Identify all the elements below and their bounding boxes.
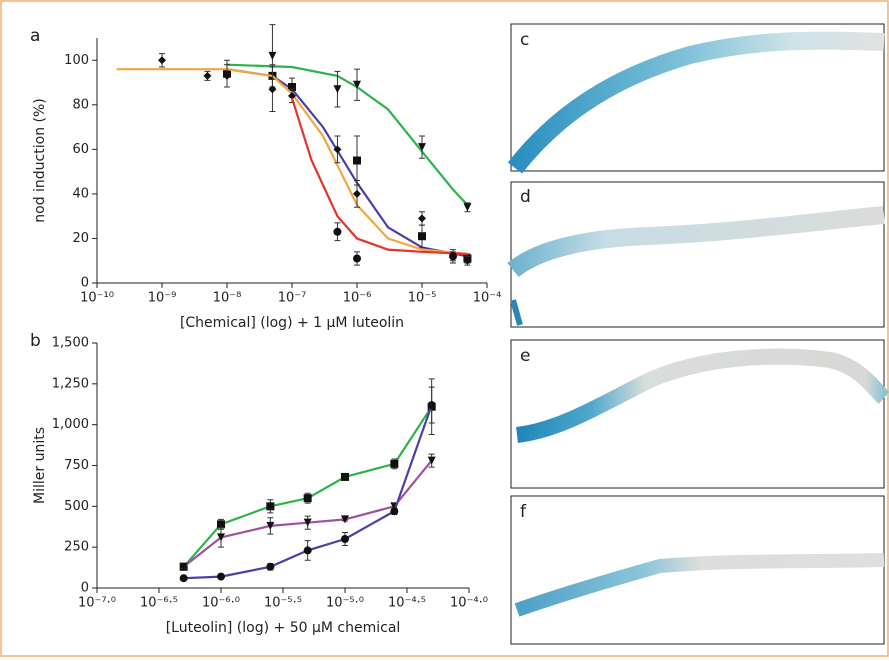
- y-tick-label: 1,500: [52, 336, 89, 351]
- data-point: [418, 232, 426, 241]
- data-point: [390, 507, 399, 516]
- x-axis-label: [Chemical] (log) + 1 μM luteolin: [180, 315, 404, 331]
- data-point: [303, 518, 312, 527]
- panel-label: f: [520, 502, 527, 522]
- data-point: [427, 401, 436, 410]
- panel-label: e: [520, 346, 530, 366]
- data-point: [303, 494, 312, 503]
- data-point: [449, 252, 458, 261]
- image-panels: [507, 23, 889, 645]
- data-point: [427, 456, 436, 465]
- data-point: [353, 80, 361, 89]
- root: [507, 31, 885, 174]
- panel-label: b: [30, 331, 41, 351]
- data-point: [217, 533, 225, 542]
- x-tick-label: 10⁻⁷: [278, 291, 307, 306]
- data-point: [268, 51, 277, 60]
- x-tick-label: 10⁻⁷·⁰: [78, 596, 116, 611]
- x-tick-label: 10⁻⁶: [343, 291, 372, 306]
- data-point: [341, 472, 349, 481]
- y-tick-label: 250: [64, 540, 89, 555]
- series-line: [116, 68, 468, 256]
- x-tick-label: 10⁻⁴: [473, 291, 502, 306]
- data-point: [223, 71, 231, 80]
- data-point: [463, 203, 472, 212]
- data-point: [333, 227, 342, 236]
- y-tick-label: 100: [64, 53, 89, 68]
- y-tick-label: 0: [81, 581, 89, 596]
- panel-label: d: [520, 187, 531, 207]
- x-tick-label: 10⁻⁶·⁰: [202, 596, 240, 611]
- root: [514, 553, 885, 617]
- data-point: [158, 56, 166, 65]
- y-axis-label: nod induction (%): [32, 98, 48, 223]
- data-point: [353, 254, 361, 263]
- data-point: [266, 562, 275, 571]
- x-tick-label: 10⁻⁵·⁵: [264, 596, 302, 611]
- data-point: [333, 145, 342, 154]
- data-point: [353, 156, 361, 165]
- y-tick-label: 750: [64, 458, 89, 473]
- data-point: [288, 91, 296, 100]
- root: [507, 206, 885, 278]
- y-tick-label: 80: [72, 97, 89, 112]
- data-point: [217, 572, 225, 581]
- data-point: [179, 562, 188, 571]
- y-tick-label: 1,000: [52, 417, 89, 432]
- panel-label: a: [30, 26, 40, 46]
- x-tick-label: 10⁻⁴·⁰: [450, 596, 488, 611]
- data-point: [390, 459, 399, 468]
- x-tick-label: 10⁻⁴·⁵: [388, 596, 426, 611]
- data-point: [268, 85, 277, 94]
- x-tick-label: 10⁻⁹: [148, 291, 177, 306]
- data-point: [418, 214, 426, 223]
- x-tick-label: 10⁻⁸: [213, 291, 242, 306]
- data-point: [266, 521, 275, 530]
- y-tick-label: 0: [81, 276, 89, 291]
- series-line: [290, 97, 468, 256]
- y-tick-label: 60: [72, 142, 89, 157]
- x-tick-label: 10⁻¹⁰: [80, 291, 114, 306]
- y-tick-label: 1,250: [52, 376, 89, 391]
- x-tick-label: 10⁻⁶·⁵: [140, 596, 178, 611]
- data-point: [217, 520, 225, 529]
- data-point: [303, 546, 312, 555]
- data-point: [333, 85, 342, 94]
- y-tick-label: 40: [72, 186, 89, 201]
- data-point: [266, 502, 275, 511]
- panel-d: [510, 181, 885, 328]
- data-point: [418, 143, 426, 152]
- data-point: [463, 256, 472, 265]
- y-axis-label: Miller units: [32, 427, 48, 504]
- root: [515, 348, 889, 443]
- data-point: [179, 574, 188, 583]
- panel-label: c: [520, 30, 529, 50]
- root: [510, 299, 523, 326]
- data-point: [203, 71, 212, 80]
- series-line: [226, 63, 469, 206]
- y-tick-label: 20: [72, 231, 89, 246]
- x-tick-label: 10⁻⁵·⁰: [326, 596, 364, 611]
- y-tick-label: 500: [64, 499, 89, 514]
- data-point: [288, 83, 296, 91]
- data-point: [341, 515, 349, 524]
- data-point: [353, 189, 361, 198]
- x-axis-label: [Luteolin] (log) + 50 μM chemical: [166, 620, 401, 636]
- data-point: [341, 535, 349, 543]
- x-tick-label: 10⁻⁵: [408, 291, 437, 306]
